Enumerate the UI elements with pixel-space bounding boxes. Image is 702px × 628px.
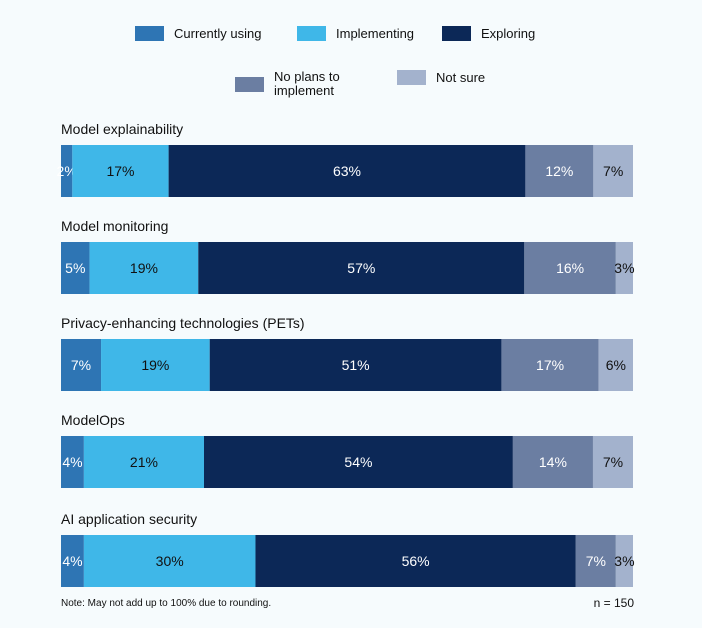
note: Note: May not add up to 100% due to roun… (61, 598, 272, 609)
legend-label: Exploring (481, 26, 536, 41)
data-label: 7% (603, 163, 623, 179)
legend-label: Currently using (174, 26, 262, 41)
bar-segment (525, 145, 594, 197)
data-label: 17% (536, 357, 564, 373)
data-label: 4% (62, 553, 82, 569)
legend-item: Implementing (297, 26, 414, 41)
legend-label: Not sure (436, 70, 486, 85)
bar-segment (512, 436, 593, 488)
bar-segment (83, 535, 256, 587)
legend-label: Implementing (336, 26, 415, 41)
data-label: 19% (141, 357, 169, 373)
category-label: Model monitoring (61, 218, 169, 234)
category-label: AI application security (61, 511, 198, 527)
legend-item: Not sure (397, 70, 485, 85)
data-label: 63% (333, 163, 361, 179)
data-label: 21% (130, 454, 158, 470)
category-label: Privacy-enhancing technologies (PETs) (61, 315, 305, 331)
bar-segment (501, 339, 599, 391)
bar-segment (209, 339, 502, 391)
bar-segment (61, 339, 102, 391)
bar-segment (592, 436, 633, 488)
bar-segment (61, 436, 84, 488)
legend-swatch (235, 76, 264, 92)
legend-label: No plans to implement (274, 69, 340, 98)
bar-segment (61, 242, 90, 294)
data-label: 7% (71, 357, 91, 373)
legend-swatch (135, 26, 164, 41)
data-label: 30% (156, 553, 184, 569)
category-label: ModelOps (61, 412, 125, 428)
data-label: 51% (342, 357, 370, 373)
bar-segment (83, 436, 204, 488)
data-label: 7% (586, 553, 606, 569)
legend-swatch (397, 70, 426, 85)
data-label: 4% (62, 454, 82, 470)
data-label: 17% (106, 163, 134, 179)
data-label: 5% (65, 260, 85, 276)
data-label: 57% (347, 260, 375, 276)
data-label: 19% (130, 260, 158, 276)
bar-segment (255, 535, 576, 587)
data-label: 6% (606, 357, 626, 373)
category-label: Model explainability (61, 121, 184, 137)
bar-segment (89, 242, 199, 294)
bar-segment (615, 535, 633, 587)
data-label: 16% (556, 260, 584, 276)
data-label: 3% (614, 553, 634, 569)
sample-size: n = 150 (593, 596, 634, 610)
data-label: 12% (545, 163, 573, 179)
data-label: 2% (57, 163, 77, 179)
bar-segment (593, 145, 633, 197)
bar-segment (101, 339, 210, 391)
data-label: 14% (539, 454, 567, 470)
data-label: 3% (614, 260, 634, 276)
legend-item: No plans to implement (235, 70, 340, 98)
bar-segment (168, 145, 526, 197)
data-label: 7% (603, 454, 623, 470)
bar-segment (598, 339, 633, 391)
bar-segment (61, 145, 73, 197)
legend-item: Currently using (135, 26, 261, 41)
data-label: 56% (402, 553, 430, 569)
data-label: 54% (344, 454, 372, 470)
legend-swatch (297, 26, 326, 41)
bar-segment (61, 535, 84, 587)
bar-segment (615, 242, 633, 294)
bar-segment (204, 436, 513, 488)
legend-item: Exploring (442, 26, 535, 41)
bar-segment (198, 242, 525, 294)
legend-swatch (442, 26, 471, 41)
bar-segment (524, 242, 616, 294)
bar-segment (575, 535, 616, 587)
bar-segment (72, 145, 169, 197)
